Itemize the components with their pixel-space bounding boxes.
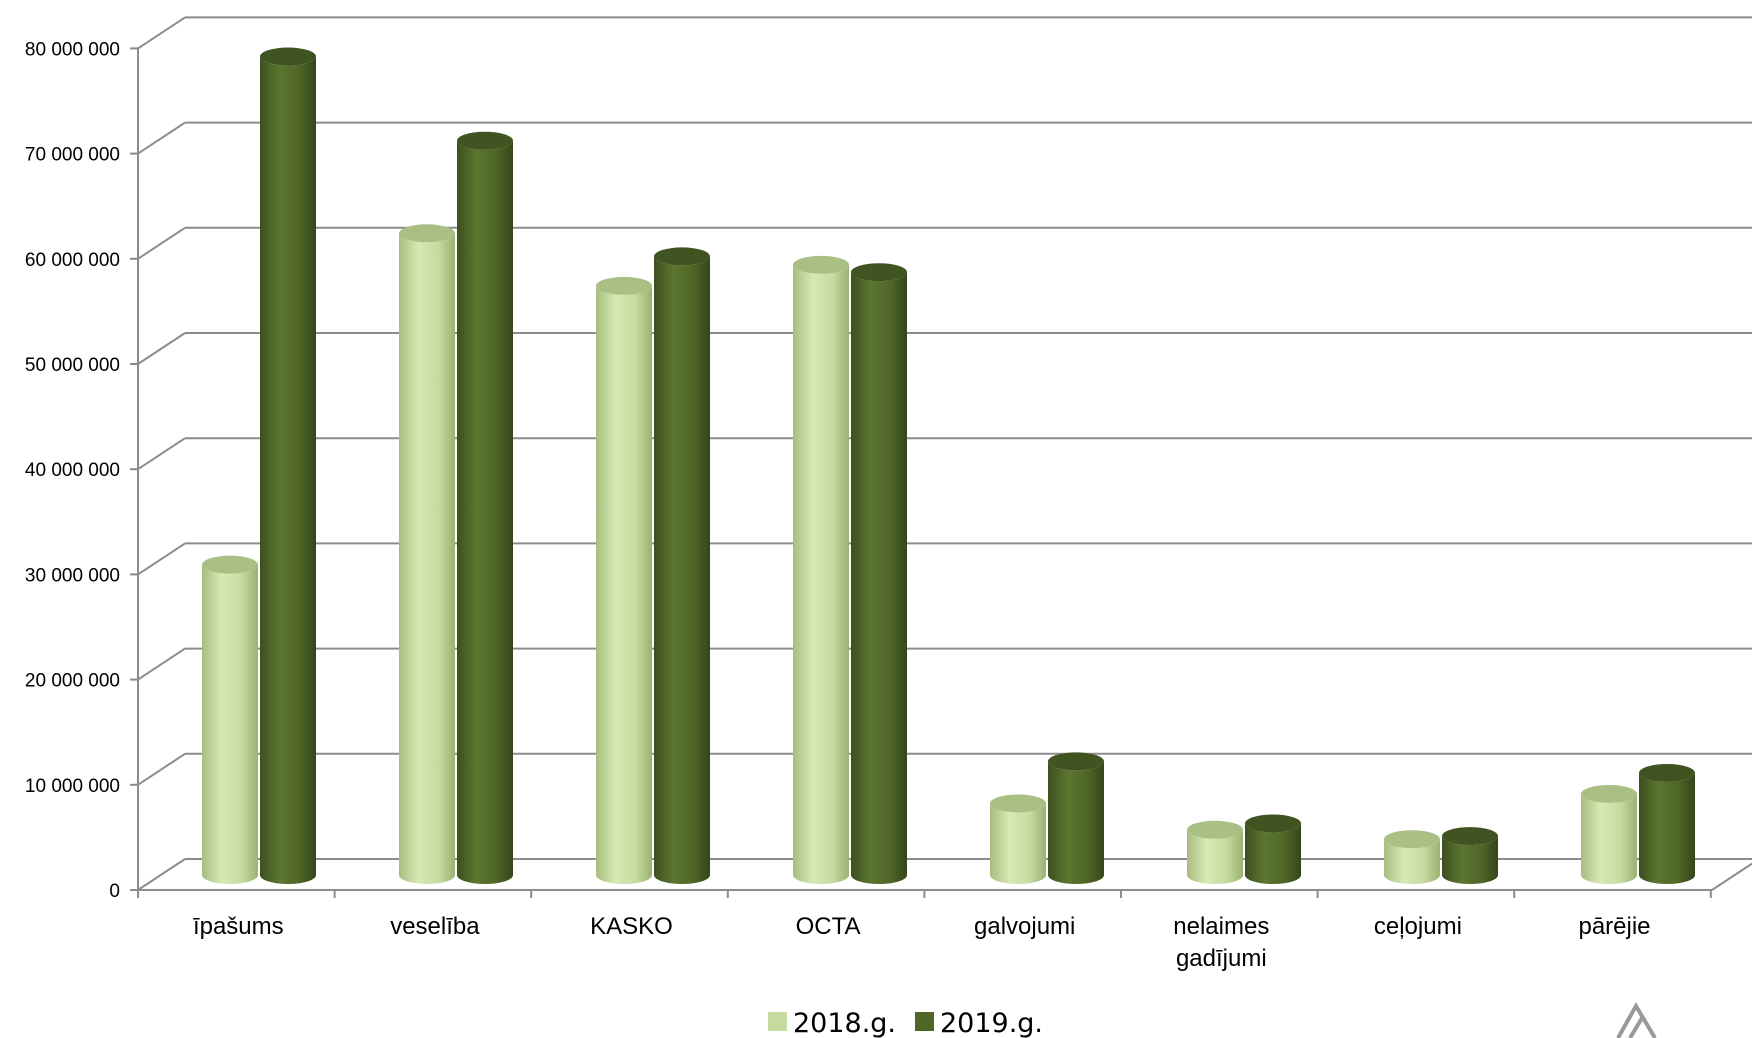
x-category-label: īpašums [193, 913, 284, 940]
bar-body [1187, 829, 1243, 884]
x-category-label: OCTA [796, 913, 861, 940]
y-tick-label: 10 000 000 [25, 776, 120, 797]
y-tick-label: 20 000 000 [25, 671, 120, 692]
bar-cap [1245, 814, 1301, 833]
y-tick-label: 40 000 000 [25, 460, 120, 481]
legend-swatch [768, 1012, 787, 1031]
bar-2018 [399, 224, 455, 884]
bar-cap [1187, 820, 1243, 839]
x-category-label: veselība [390, 913, 480, 940]
gridline-diagonal [137, 858, 186, 891]
bar-2019 [1442, 827, 1498, 884]
legend-item: 2019.g. [915, 1008, 1043, 1038]
bar-body [1442, 836, 1498, 884]
bar-2018 [990, 794, 1046, 884]
gridline-diagonal [137, 226, 186, 260]
bar-body [457, 140, 513, 885]
bar-body [1639, 772, 1695, 884]
bar-2019 [654, 247, 710, 884]
bar-cap [793, 255, 849, 274]
bar-2019 [1639, 763, 1695, 884]
bar-body [399, 233, 455, 884]
bar-cap [457, 131, 513, 150]
bar-cap [1384, 830, 1440, 849]
legend-label: 2019.g. [940, 1008, 1043, 1038]
bar-cap [1581, 784, 1637, 803]
legend-label: 2018.g. [793, 1008, 896, 1038]
bar-2018 [793, 255, 849, 885]
bar-cap [1442, 827, 1498, 846]
gridline-diagonal [137, 332, 186, 365]
bar-2019 [851, 263, 907, 885]
axes: 0 10 000 000 20 000 000 30 000 000 40 000 00… [25, 39, 1752, 902]
x-axis-labels: īpašums veselība KASKO OCTA galvojumi nelaime… [193, 913, 1651, 972]
bar-2018 [1187, 820, 1243, 884]
bar-body [1048, 761, 1104, 884]
bar-2018 [202, 555, 258, 884]
bar-cap [1639, 763, 1695, 782]
bar-2019 [457, 131, 513, 885]
bar-body [793, 264, 849, 885]
bar-2018 [1384, 830, 1440, 884]
bar-body [851, 272, 907, 885]
y-tick-label: 30 000 000 [25, 565, 120, 586]
bar-body [596, 285, 652, 884]
gridlines [137, 16, 1752, 891]
bar-cap [990, 794, 1046, 813]
bar-2018 [596, 276, 652, 884]
y-tick-label: 70 000 000 [25, 145, 120, 166]
y-tick-label: 50 000 000 [25, 355, 120, 376]
x-category-label: nelaimes gadījumi [1173, 913, 1269, 972]
legend: 2018.g. 2019.g. [768, 1008, 1043, 1038]
bar-body [1581, 793, 1637, 884]
gridline-diagonal [137, 542, 186, 576]
bar-cap [1048, 752, 1104, 771]
legend-swatch [915, 1012, 934, 1031]
legend-item: 2018.g. [768, 1008, 896, 1038]
x-category-label: KASKO [590, 913, 673, 940]
gridline-diagonal [137, 647, 186, 681]
x-category-label: galvojumi [974, 913, 1075, 940]
bars [202, 47, 1695, 885]
bar-cap [596, 276, 652, 295]
bar-2019 [1048, 752, 1104, 884]
bar-2019 [260, 47, 316, 884]
bar-cap [654, 247, 710, 266]
bar-cap [260, 47, 316, 66]
logo-icon [1616, 1002, 1657, 1038]
bar-body [1384, 839, 1440, 884]
gridline-diagonal [137, 752, 186, 786]
y-tick-label: 0 [109, 881, 120, 902]
bar-cap [202, 555, 258, 574]
bar-cap [399, 224, 455, 243]
bar-2019 [1245, 814, 1301, 884]
bar-body [990, 803, 1046, 884]
y-tick-label: 60 000 000 [25, 250, 120, 271]
bar-2018 [1581, 784, 1637, 884]
gridline-diagonal [137, 437, 186, 471]
bar-cap [851, 263, 907, 282]
gridline-diagonal [137, 16, 186, 50]
x-category-label: ceļojumi [1374, 913, 1462, 940]
x-category-label: pārējie [1578, 913, 1650, 940]
gridline-diagonal [137, 121, 186, 155]
floor-edge [1711, 862, 1752, 891]
bar-body [260, 56, 316, 884]
bar-body [1245, 823, 1301, 884]
bar-body [202, 564, 258, 884]
bar-body [654, 256, 710, 884]
y-tick-label: 80 000 000 [25, 39, 120, 60]
